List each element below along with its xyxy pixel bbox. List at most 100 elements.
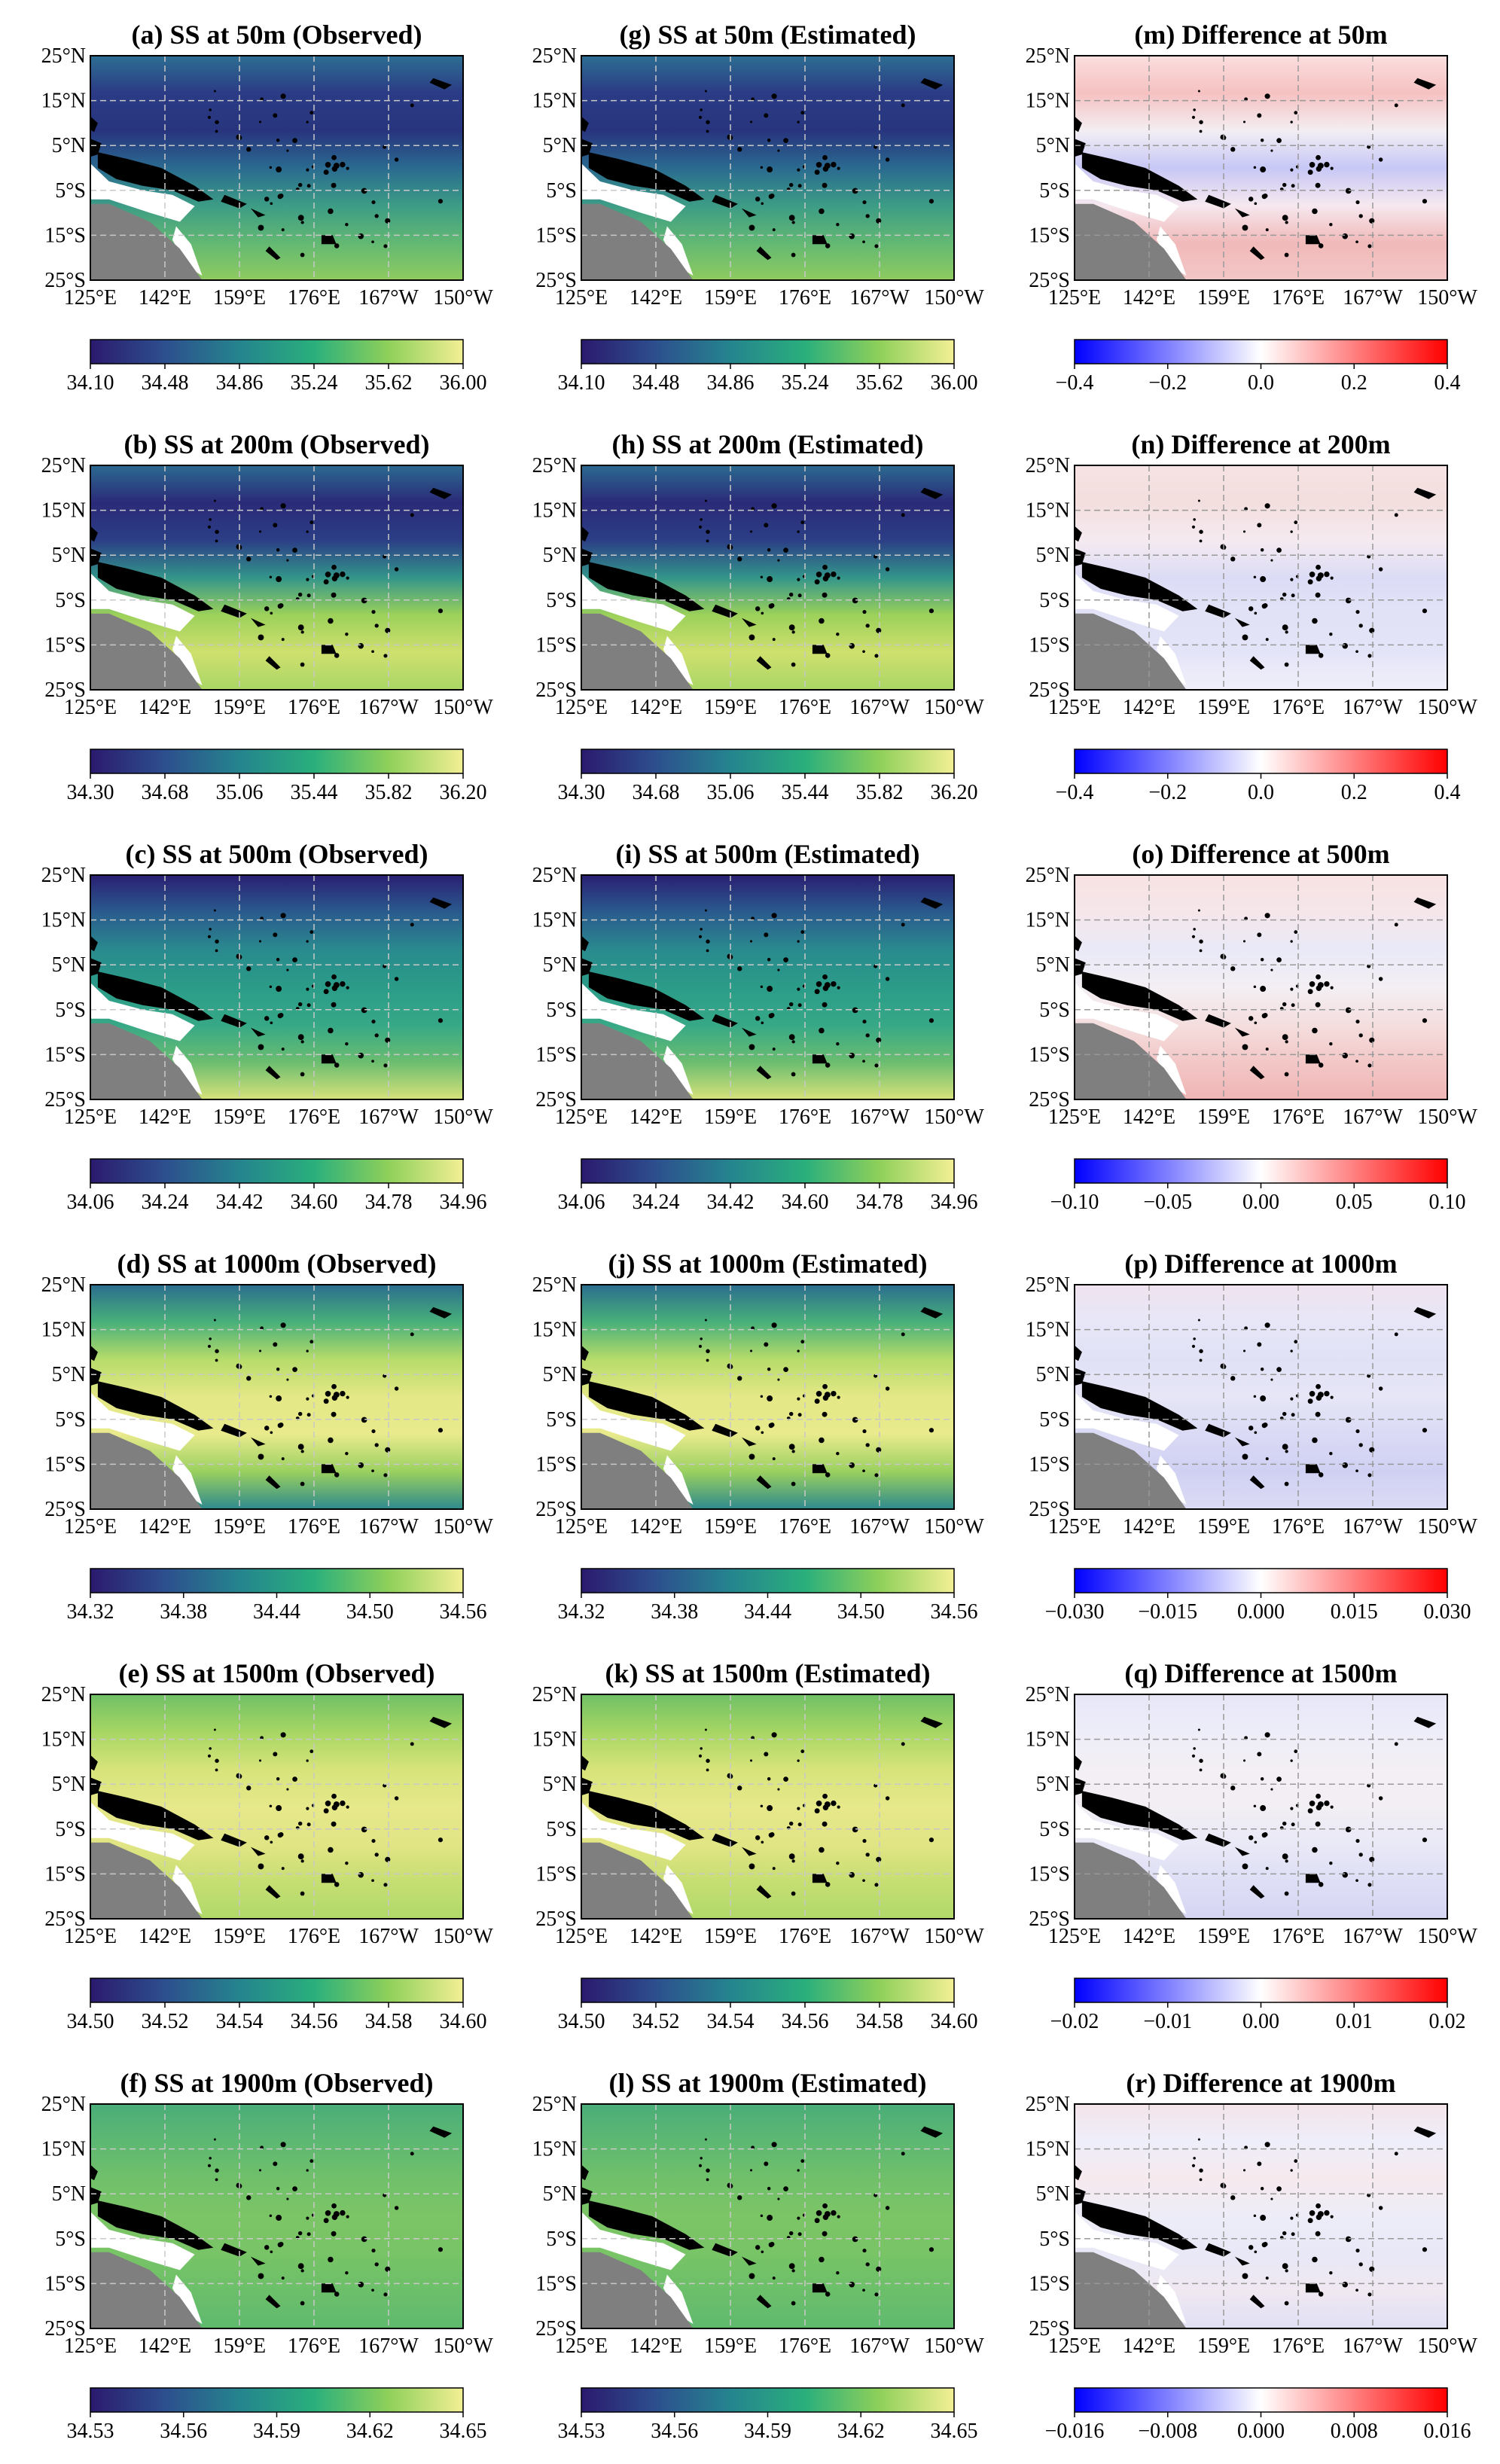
island-dot [1330,1395,1334,1399]
island-dot [1307,1398,1313,1404]
island-dot [270,202,273,206]
lon-tick-label: 142°E [139,2334,191,2358]
lat-tick-label: 15°N [41,2138,86,2161]
land-island [1081,1791,1198,1840]
lat-tick-label: 5°N [52,2182,86,2206]
colorbar-tick-label: 34.68 [633,781,680,804]
lat-tick-label: 25°S [535,1498,577,1521]
colorbar-tick-label: 34.54 [707,2010,755,2033]
island-dot [797,940,800,943]
land-island [712,1833,738,1847]
island-dot [1199,529,1203,534]
island-dot [1197,1319,1200,1322]
island-dot [852,597,858,604]
lat-tick-label: 5°S [55,1818,86,1841]
island-dot [797,2216,800,2220]
lon-tick-label: 159°E [1197,1515,1250,1538]
island-dot [1230,147,1236,152]
panel-title: (p) Difference at 1000m [1124,1249,1397,1279]
island-dot [706,529,710,534]
lat-tick-label: 15°N [532,2138,577,2161]
land-island [265,2295,281,2309]
island-dot [276,166,282,173]
coast-area [172,2274,203,2324]
island-dot [215,539,218,543]
island-dot [297,2231,303,2236]
colorbar [90,1158,464,1184]
colorbar-tick-label: 0.030 [1424,1600,1471,1624]
island-dot [768,1013,774,1019]
island-dot [1264,93,1270,99]
land-island [1305,1874,1321,1883]
colorbar-tick-label: 34.78 [856,1191,904,1214]
island-dot [1318,2292,1324,2297]
island-dot [1265,2276,1269,2280]
lon-tick-label: 167°W [1343,286,1403,310]
colorbar [1074,1568,1448,1593]
island-dot [276,1368,280,1371]
map-frame [90,874,464,1100]
colorbar-tick-label: 34.96 [931,1191,978,1214]
land-island [1075,958,1086,977]
colorbar-tick-label: 34.56 [782,2010,829,2033]
lon-tick-label: 159°E [213,1925,266,1948]
lat-tick-label: 25°N [41,454,86,477]
lat-tick-label: 5°N [543,1363,577,1386]
island-dot [1358,1033,1363,1038]
island-dot [700,1747,703,1750]
island-dot [1261,2242,1267,2248]
colorbar-tick-label: −0.02 [1050,2010,1099,2033]
island-dot [264,1016,270,1021]
island-dot [862,609,867,614]
island-dot [816,980,822,987]
island-dot [1242,634,1248,641]
island-dot [706,1359,709,1362]
island-dot [281,638,285,642]
island-dot [215,949,218,953]
island-dot [297,1444,304,1450]
land-island [321,235,337,245]
land-australia [90,1432,203,1509]
lon-tick-label: 142°E [630,1925,682,1948]
land-island [321,1464,337,1474]
island-dot [849,2281,855,2288]
lon-tick-label: 150°W [433,286,493,310]
island-dot [371,2289,374,2292]
coast-area [1075,163,1179,222]
lat-tick-label: 25°S [44,679,86,702]
colorbar-tick-label: 35.44 [291,781,338,804]
island-dot [1257,932,1262,938]
lat-tick-label: 5°S [55,999,86,1022]
island-dot [788,1444,795,1450]
lon-tick-label: 167°W [849,2334,910,2358]
island-dot [836,2270,840,2275]
island-dot [213,90,216,93]
island-dot [213,1728,216,1731]
island-dot [309,520,314,525]
island-dot [706,949,709,953]
island-dot [783,1367,788,1373]
island-dot [727,1773,733,1779]
lat-tick-label: 5°S [55,2228,86,2251]
island-dot [748,634,755,641]
island-dot [1242,2273,1248,2280]
island-dot [1253,985,1257,989]
island-dot [836,222,840,227]
island-dot [822,182,828,188]
island-dot [394,1796,399,1801]
island-dot [800,1749,805,1754]
island-dot [213,2138,216,2141]
island-dot [306,940,309,943]
colorbar-tick-label: 35.06 [707,781,755,804]
land-island [250,618,266,627]
land-island [1205,1014,1231,1028]
island-dot [306,1759,309,1762]
lon-tick-label: 125°E [555,696,608,719]
island-dot [1315,2231,1321,2237]
coast-area [90,1392,195,1451]
island-dot [209,1747,212,1750]
colorbar [581,1568,955,1593]
coast-area [581,573,686,632]
map-panel: (e) SS at 1500m (Observed) 25°N 15°N 5°N 5°S… [41,1658,494,2033]
island-dot [928,2247,934,2252]
